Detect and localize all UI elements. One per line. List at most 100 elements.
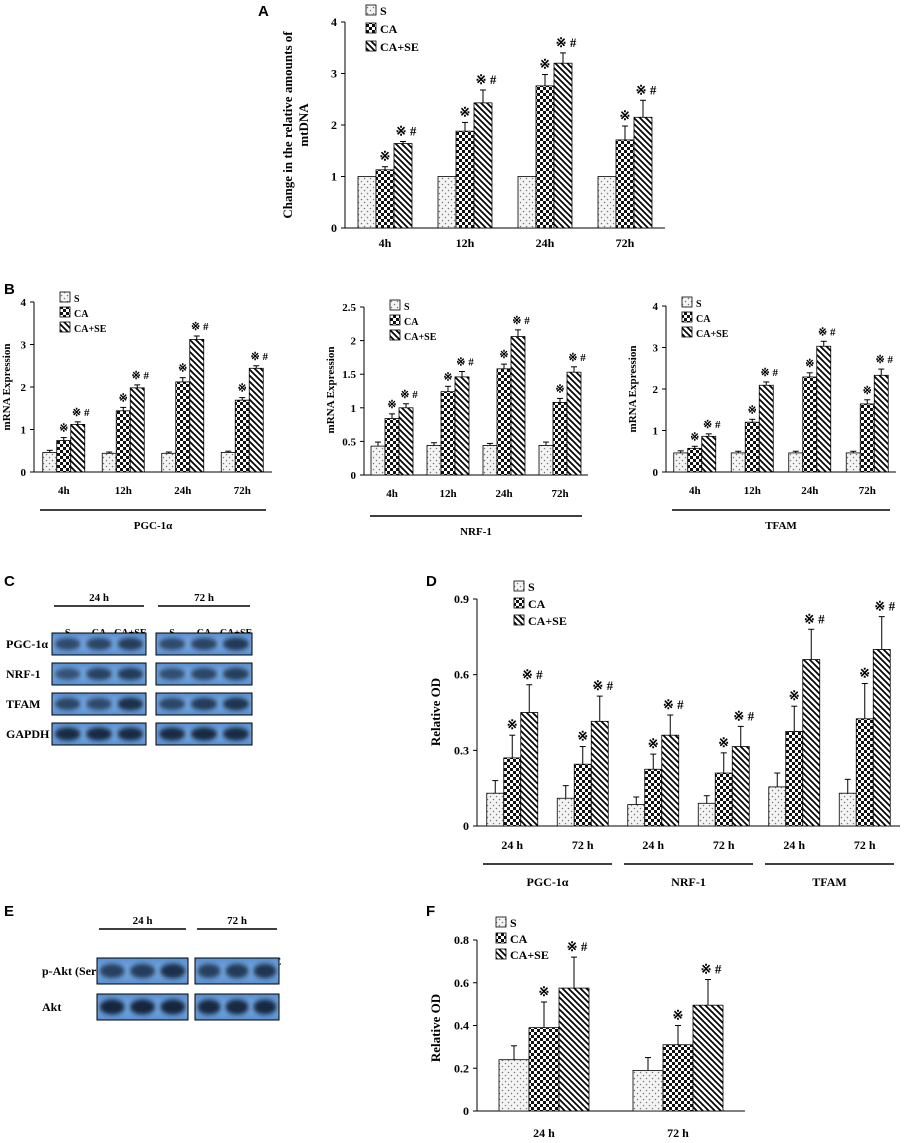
- blot-c-band-0-3: [158, 638, 186, 650]
- chart-d-x-tick-label-1: 72 h: [572, 838, 594, 852]
- blot-c-band-3-3: [158, 727, 186, 741]
- chart-b2-bar-ca-se-0: [398, 407, 414, 476]
- chart-b2-bar-ca-3: [552, 402, 568, 476]
- chart-b2-x-tick-label-3: 72h: [551, 488, 568, 500]
- chart-a-bar-s-1: [437, 176, 457, 229]
- chart-b2-significance-ca-1: ※: [443, 371, 452, 383]
- chart-b3-y-tick-label: 0: [653, 467, 659, 479]
- panel-letter-a: A: [258, 3, 269, 20]
- blot-c-band-2-1: [85, 698, 113, 710]
- chart-f-bar-ca-0: [528, 1027, 560, 1112]
- chart-a-bar-ca-2: [535, 85, 555, 229]
- chart-b3-significance-ca-se-3: ※ #: [876, 354, 894, 366]
- chart-a-x-tick-label-0: 4h: [379, 236, 392, 250]
- chart-d-bar-ca-0: [503, 757, 522, 827]
- chart-a-y-label-line1: Change in the relative amounts of: [280, 31, 295, 219]
- chart-f-bar-ca-se-1: [692, 1004, 724, 1112]
- chart-b3-legend-label-ca: CA: [696, 314, 711, 325]
- chart-a-bar-s-2: [517, 176, 537, 229]
- blot-e-band-1-2: [160, 999, 186, 1015]
- chart-b3-bar-ca-0: [687, 447, 703, 473]
- panel-letter-e: E: [4, 903, 14, 920]
- chart-b1-x-tick-label-0: 4h: [58, 485, 70, 497]
- chart-b2-y-label: mRNA Expression: [325, 347, 337, 434]
- chart-d-legend-swatch-s: [513, 580, 525, 592]
- chart-f-bar-ca-1: [662, 1044, 694, 1112]
- chart-b2-legend-label-ca-se: CA+SE: [404, 332, 437, 343]
- chart-a-y-label-line2: mtDNA: [296, 103, 311, 147]
- chart-b3-legend-label-ca-se: CA+SE: [696, 329, 729, 340]
- chart-f: 0 0.2 0.4 0.6 0.8 Relative OD S CA CA+SE ※ ※ # 24 h…: [428, 916, 745, 1140]
- chart-b1-bar-s-1: [101, 452, 117, 473]
- chart-b3-legend-swatch-ca: [681, 311, 693, 323]
- chart-f-bar-s-1: [632, 1069, 664, 1112]
- blot-c-band-2-4: [190, 697, 218, 711]
- blot-c-band-3-0: [54, 727, 81, 741]
- chart-f-bar-s-0: [498, 1059, 530, 1112]
- chart-b3-x-tick-label-2: 24h: [801, 485, 818, 497]
- blot-c-row-label-1: NRF-1: [6, 667, 41, 681]
- chart-b3-significance-ca-1: ※: [748, 404, 757, 416]
- chart-d-significance-ca-se-1: ※ #: [592, 678, 613, 693]
- chart-b1-bar-ca-se-0: [70, 423, 86, 473]
- blot-e-band-1-4: [225, 999, 249, 1015]
- chart-b1-significance-ca-se-1: ※ #: [132, 370, 150, 382]
- chart-b1-legend-label-ca-se: CA+SE: [74, 324, 107, 335]
- chart-d-x-tick-label-4: 24 h: [783, 838, 805, 852]
- chart-d-bar-s-4: [768, 786, 787, 827]
- chart-d-legend-swatch-ca: [513, 597, 525, 609]
- chart-b1-significance-ca-se-2: ※ #: [191, 321, 209, 333]
- chart-b3-significance-ca-3: ※: [863, 385, 872, 397]
- chart-b2-bar-ca-se-3: [566, 371, 582, 476]
- chart-b1-significance-ca-se-0: ※ #: [72, 407, 90, 419]
- chart-d-significance-ca-3: ※: [718, 735, 729, 750]
- chart-f-legend-swatch-ca-se: [495, 948, 507, 960]
- chart-b1-bar-ca-0: [56, 440, 72, 473]
- blot-e-time-label-0: 24 h: [133, 915, 153, 927]
- chart-d-bar-ca-se-1: [590, 720, 609, 827]
- chart-b1-bar-s-2: [161, 452, 177, 473]
- chart-b1-bar-s-3: [220, 452, 236, 473]
- chart-b3-significance-ca-se-1: ※ #: [761, 367, 779, 379]
- chart-b3-y-tick-label: 3: [653, 343, 659, 355]
- chart-d-bar-ca-se-0: [520, 712, 539, 827]
- chart-a-y-tick-label: 2: [331, 118, 337, 132]
- blot-e-row-label-text-1: Akt: [42, 1000, 61, 1014]
- blot-e-row-label-text-0: p-Akt (Ser: [42, 964, 97, 978]
- chart-d-bar-ca-3: [714, 772, 733, 827]
- chart-d-bar-s-5: [838, 792, 857, 827]
- chart-b3-bar-ca-3: [859, 403, 875, 473]
- chart-f-y-tick-label: 0.2: [454, 1061, 469, 1075]
- chart-b3-bar-s-3: [845, 452, 861, 473]
- chart-a-significance-ca-se-1: ※ #: [476, 72, 497, 87]
- chart-b1-bar-s-0: [42, 452, 58, 473]
- blot-e-band-0-1: [129, 963, 156, 979]
- chart-b3-bar-ca-se-3: [873, 374, 889, 473]
- chart-d-legend-swatch-ca-se: [513, 614, 525, 626]
- chart-b3-bar-ca-se-0: [701, 435, 717, 473]
- blot-e-band-1-1: [129, 999, 156, 1015]
- blot-c-band-3-5: [222, 727, 250, 741]
- chart-d-bar-ca-2: [644, 768, 663, 827]
- blot-c-row-label-text-2: TFAM: [6, 697, 40, 711]
- chart-f-legend-swatch-s: [495, 916, 507, 928]
- chart-a-bar-ca-se-3: [633, 116, 653, 229]
- chart-d-bar-s-1: [556, 797, 575, 827]
- blot-c-band-1-4: [190, 667, 218, 681]
- chart-b2-bar-ca-1: [440, 391, 456, 476]
- chart-a-y-tick-label: 0: [331, 221, 337, 235]
- chart-b1-significance-ca-se-3: ※ #: [251, 351, 269, 363]
- chart-b1-significance-ca-2: ※: [178, 363, 187, 375]
- blot-c-band-0-0: [54, 638, 81, 650]
- chart-b3-y-tick-label: 2: [653, 384, 659, 396]
- chart-b3-significance-ca-se-0: ※ #: [703, 419, 721, 431]
- chart-d-x-tick-label-0: 24 h: [501, 838, 523, 852]
- blot-c-band-2-0: [54, 697, 81, 711]
- chart-d-legend-label-s: S: [528, 580, 535, 594]
- chart-a-legend-swatch-s: [365, 4, 377, 16]
- chart-b3-group-label-0: TFAM: [765, 520, 797, 532]
- chart-b2-group-label-0: NRF-1: [460, 526, 492, 538]
- chart-b3-bar-s-0: [673, 452, 689, 473]
- chart-f-y-tick-label: 0.6: [454, 976, 469, 990]
- chart-d-x-tick-label-5: 72 h: [854, 838, 876, 852]
